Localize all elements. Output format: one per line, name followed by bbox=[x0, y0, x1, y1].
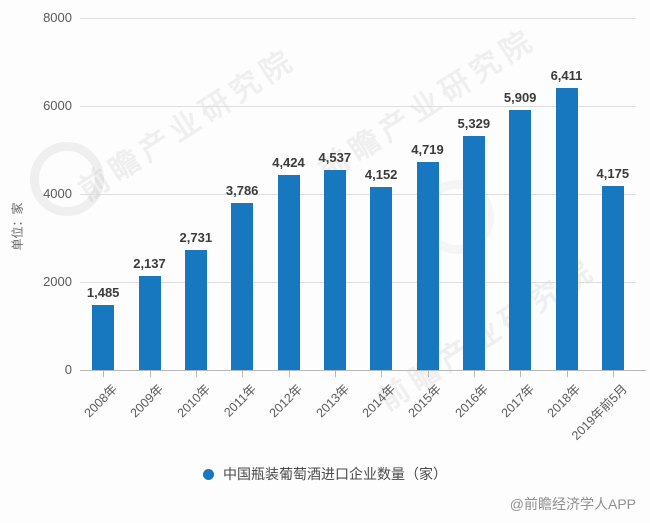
y-tick-label: 4000 bbox=[43, 186, 72, 201]
legend-label: 中国瓶装葡萄酒进口企业数量（家） bbox=[223, 466, 447, 482]
bar bbox=[555, 87, 578, 370]
bar-value-label: 1,485 bbox=[86, 284, 120, 300]
bar bbox=[462, 135, 485, 370]
x-axis-tick bbox=[427, 371, 429, 377]
bar-value-label: 4,424 bbox=[272, 155, 305, 171]
bar-value-label: 4,152 bbox=[364, 167, 398, 183]
gridline bbox=[80, 18, 636, 19]
bar-value-label: 5,909 bbox=[503, 90, 537, 105]
y-tick-label: 8000 bbox=[43, 10, 72, 25]
x-axis-tick bbox=[612, 371, 614, 377]
bar-value-label: 4,719 bbox=[411, 142, 444, 158]
bar bbox=[323, 170, 346, 370]
bar bbox=[370, 187, 393, 370]
bar-value-label: 3,786 bbox=[225, 183, 259, 199]
x-axis-tick bbox=[381, 371, 383, 377]
bar bbox=[92, 304, 115, 370]
gridline bbox=[80, 194, 636, 195]
bar bbox=[138, 275, 161, 370]
x-axis-tick bbox=[195, 371, 197, 377]
bar bbox=[509, 110, 532, 370]
gridline bbox=[80, 282, 636, 283]
x-axis-tick bbox=[288, 371, 290, 377]
x-axis-tick bbox=[566, 371, 568, 377]
gridline bbox=[80, 106, 636, 107]
bar-value-label: 5,329 bbox=[457, 115, 491, 131]
bar bbox=[231, 203, 254, 370]
x-axis-tick bbox=[520, 371, 522, 377]
bar bbox=[601, 186, 624, 370]
x-axis-tick bbox=[149, 371, 151, 377]
y-tick-label: 2000 bbox=[43, 274, 72, 289]
bar-value-label: 2,731 bbox=[179, 229, 213, 245]
bar bbox=[277, 175, 300, 370]
legend: 中国瓶装葡萄酒进口企业数量（家） bbox=[0, 463, 650, 485]
y-tick-label: 0 bbox=[64, 362, 72, 377]
source-credit: @前瞻经济学人APP bbox=[509, 496, 636, 512]
bar-value-label: 2,137 bbox=[133, 255, 166, 271]
bar-value-label: 4,175 bbox=[596, 166, 630, 182]
bar-value-label: 4,537 bbox=[318, 150, 352, 166]
y-tick-label: 6000 bbox=[43, 98, 72, 113]
x-axis-tick bbox=[473, 371, 475, 377]
watermark-logo-ring bbox=[30, 142, 104, 216]
x-axis-tick bbox=[242, 371, 244, 377]
gridline bbox=[80, 370, 646, 371]
bar bbox=[184, 249, 207, 370]
legend-marker-icon bbox=[203, 468, 214, 480]
x-axis-tick bbox=[334, 371, 336, 377]
x-axis-tick bbox=[103, 371, 105, 377]
bar-value-label: 6,411 bbox=[550, 67, 583, 83]
bar bbox=[416, 162, 439, 370]
